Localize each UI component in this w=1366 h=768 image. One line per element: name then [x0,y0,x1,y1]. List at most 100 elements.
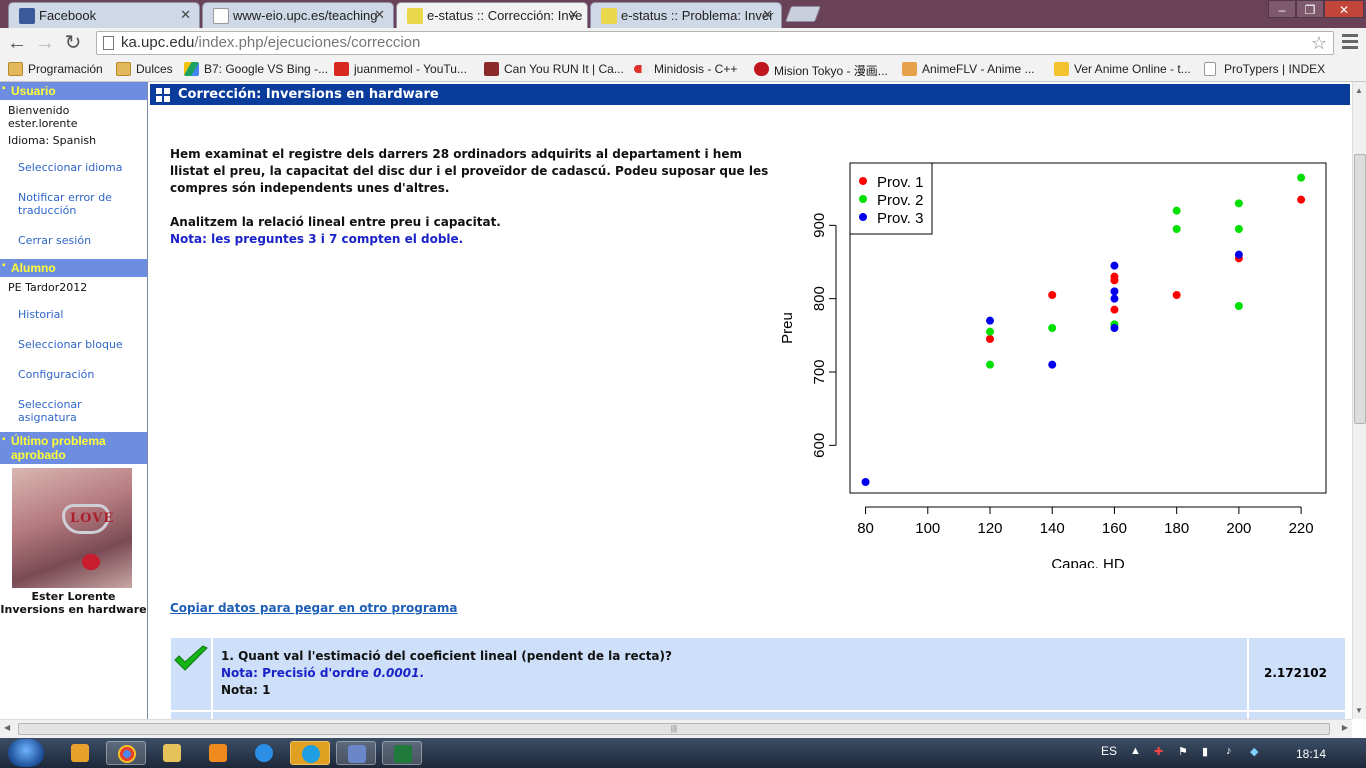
close-icon[interactable]: ✕ [374,7,385,22]
username: ester.lorente [8,117,78,130]
back-button[interactable]: ← [7,32,27,54]
taskbar-ie[interactable] [244,741,284,765]
show-hidden-icons[interactable]: ▲ [1130,745,1141,757]
close-icon[interactable]: ✕ [180,7,191,22]
bookmark-programacion[interactable]: Programación [8,62,103,76]
bookmark-star-icon[interactable]: ☆ [1310,33,1327,53]
tab-correccion[interactable]: e-status :: Corrección: Inve ✕ [396,2,588,28]
data-point-series-2 [1234,225,1243,233]
network-icon[interactable]: ▮ [1202,746,1209,758]
bookmark-canyourunit[interactable]: Can You RUN It | Ca... [484,62,624,76]
taskbar-excel[interactable] [382,741,422,765]
taskbar-media-player[interactable] [198,741,238,765]
logout-link[interactable]: Cerrar sesión [18,234,92,247]
tab-eio[interactable]: www-eio.upc.es/teaching ✕ [202,2,394,28]
select-subject-link[interactable]: Seleccionar asignatura [18,398,82,424]
facebook-icon [19,8,35,24]
taskbar-r[interactable] [336,741,376,765]
bookmark-label: Programación [28,62,103,76]
start-button[interactable] [8,739,44,767]
bookmark-animeflv[interactable]: AnimeFLV - Anime ... [902,62,1034,76]
close-icon[interactable]: ✕ [762,7,773,22]
tab-problema[interactable]: e-status :: Problema: Inver ✕ [590,2,782,28]
data-point-series-2 [1234,302,1243,310]
bookmark-dulces[interactable]: Dulces [116,62,173,76]
data-point-series-2 [1172,206,1181,215]
question-title: 1. Quant val l'estimació del coeficient … [221,649,672,663]
new-tab-button[interactable] [785,6,821,22]
select-block-link[interactable]: Seleccionar bloque [18,338,123,351]
clock[interactable]: 18:14 [1296,747,1327,761]
horizontal-scrollbar[interactable]: ◀ ||| ▶ [0,719,1352,738]
taskbar: ES ▲ ✚ ⚑ ▮ ♪ ◆ 18:14 [0,738,1366,768]
data-point-series-3 [1110,287,1119,296]
maximize-button[interactable]: ❐ [1296,0,1324,18]
volume-icon[interactable]: ♪ [1226,745,1232,757]
usuario-header: Usuario [0,82,147,100]
x-tick-label: 120 [977,520,1002,537]
tab-facebook[interactable]: Facebook ✕ [8,2,200,28]
page-icon [213,8,229,24]
bookmark-label: juanmemol - YouTu... [354,62,467,76]
scroll-down-icon[interactable]: ▼ [1355,706,1363,715]
report-error-link[interactable]: Notificar error de traducción [18,191,112,217]
ball-icon [754,62,769,76]
page-title: Corrección: Inversions en hardware [178,87,439,102]
taskbar-clock-app[interactable] [60,741,100,765]
bookmark-youtube[interactable]: juanmemol - YouTu... [334,62,467,76]
scroll-up-icon[interactable]: ▲ [1355,86,1363,95]
close-icon[interactable]: ✕ [568,7,579,22]
vertical-scrollbar[interactable]: ▲ ▼ [1352,82,1366,719]
bookmark-b7[interactable]: B7: Google VS Bing -... [184,62,328,76]
data-point-series-2 [1172,225,1181,233]
data-point-series-2 [1048,324,1057,332]
page-icon [1204,62,1216,76]
scroll-left-icon[interactable]: ◀ [4,723,11,732]
grid-icon [156,88,170,102]
answer-value: 2.172102 [1263,666,1327,680]
configuration-link[interactable]: Configuración [18,368,95,381]
history-link[interactable]: Historial [18,308,64,321]
security-icon[interactable]: ✚ [1154,746,1164,758]
close-window-button[interactable]: ✕ [1324,0,1364,18]
taskbar-explorer[interactable] [152,741,192,765]
scroll-right-icon[interactable]: ▶ [1341,723,1348,732]
data-point-series-3 [1048,360,1057,369]
reload-button[interactable]: ↻ [64,32,82,54]
data-point-series-2 [986,360,994,369]
forward-button[interactable]: → [35,32,55,54]
data-point-series-1 [986,335,994,343]
address-bar[interactable]: ka.upc.edu/index.php/ejecuciones/correcc… [96,31,1334,55]
excel-icon [394,745,412,763]
minimize-button[interactable]: ‒ [1268,0,1296,18]
x-tick-label: 100 [915,520,940,537]
bookmark-misiontokyo[interactable]: Mision Tokyo - 漫画... [754,62,888,79]
game-icon [484,62,499,76]
select-language-link[interactable]: Seleccionar idioma [18,161,123,174]
data-point-series-3 [986,316,994,325]
alumno-header: Alumno [0,259,147,277]
web-page: Usuario Bienvenido ester.lorente Idioma:… [0,82,1352,719]
horizontal-scroll-thumb[interactable]: ||| [18,723,1330,735]
vertical-scroll-thumb[interactable] [1354,154,1366,424]
bookmark-veranime[interactable]: Ver Anime Online - t... [1054,62,1191,76]
y-tick-label: 900 [811,213,828,238]
pill-icon [634,65,649,73]
e-status-icon [407,8,423,24]
bookmark-label: Ver Anime Online - t... [1074,62,1191,76]
tab-title: www-eio.upc.es/teaching [233,8,378,23]
taskbar-skype[interactable] [290,741,330,765]
data-point-series-3 [1110,261,1119,270]
grade-text: Nota: 1 [221,683,271,697]
pendant-text: LOVE [70,511,115,526]
menu-icon[interactable] [1342,34,1358,52]
copy-data-link[interactable]: Copiar datos para pegar en otro programa [170,601,458,615]
flag-icon[interactable]: ⚑ [1178,746,1188,758]
bookmark-protypers[interactable]: ProTypers | INDEX [1204,62,1325,76]
language-indicator[interactable]: ES [1101,744,1118,758]
bookmark-minidosis[interactable]: Minidosis - C++ [634,62,737,76]
nail [82,554,100,570]
taskbar-chrome[interactable] [106,741,146,765]
dropbox-icon[interactable]: ◆ [1250,746,1259,758]
data-point-series-3 [1234,250,1243,259]
